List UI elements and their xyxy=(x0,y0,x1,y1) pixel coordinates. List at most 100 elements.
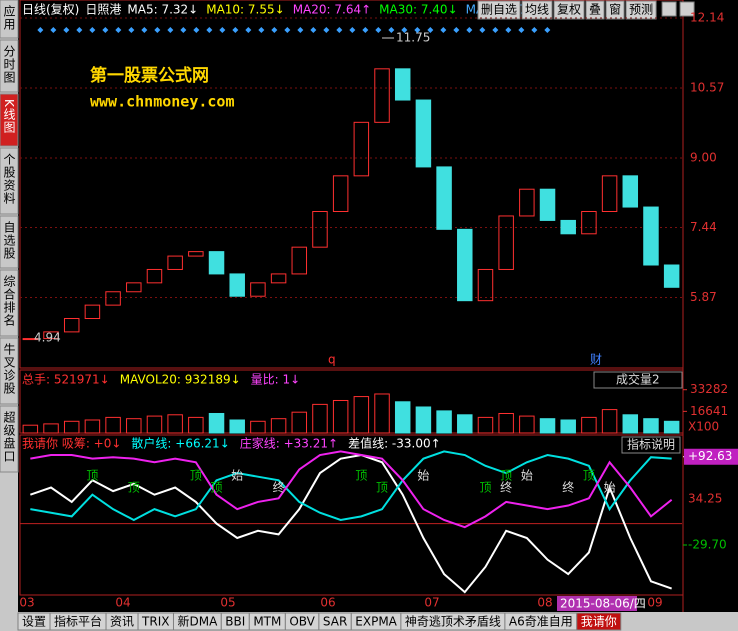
header-button-bg[interactable] xyxy=(585,0,605,20)
tab-label[interactable]: SAR xyxy=(323,615,347,629)
candle xyxy=(477,268,494,302)
selector[interactable]: 成交量2 xyxy=(616,372,660,387)
tab-label[interactable]: TRIX xyxy=(141,615,169,629)
x-tick-label: 08 xyxy=(537,596,552,610)
volume-bar xyxy=(167,414,183,434)
tab-label[interactable]: OBV xyxy=(289,615,315,629)
header-button[interactable]: 删自选 xyxy=(481,3,517,17)
indicator-legend: 差值线: -33.00↑ xyxy=(348,436,441,451)
volume-bar xyxy=(353,396,370,434)
side-tab[interactable] xyxy=(0,405,19,473)
volume-bar xyxy=(560,419,576,434)
volume-bar xyxy=(22,424,39,434)
selector-bg[interactable] xyxy=(593,371,683,389)
candle xyxy=(498,215,514,270)
side-tab[interactable] xyxy=(0,269,19,337)
tab-label[interactable]: 新DMA xyxy=(177,614,218,629)
tab-label[interactable]: 设置 xyxy=(22,615,46,629)
signal-diamond xyxy=(180,27,187,33)
header-button[interactable]: 窗 xyxy=(609,3,621,17)
header-button[interactable]: 复权 xyxy=(557,3,581,17)
volume-bar xyxy=(643,418,659,434)
signal-diamond xyxy=(336,27,343,33)
volume-bar xyxy=(63,420,80,434)
side-tab[interactable] xyxy=(0,215,19,269)
candle xyxy=(270,273,287,284)
tab-label[interactable]: 我请你 xyxy=(581,615,617,629)
x-tick-label: 03 xyxy=(19,596,34,610)
candle xyxy=(188,251,204,257)
side-tab-label: 应用 xyxy=(2,4,16,31)
volume-bar xyxy=(126,418,142,434)
tab-label[interactable]: A6奇准自用 xyxy=(509,615,573,629)
signal-diamond xyxy=(440,27,447,33)
header-button[interactable]: 均线 xyxy=(525,3,549,17)
header-button-bg[interactable] xyxy=(625,0,657,20)
x-tick-label: 05 xyxy=(220,596,235,610)
volume-bar xyxy=(188,416,204,434)
volume-bar xyxy=(229,419,245,434)
side-tab[interactable] xyxy=(0,337,19,405)
tab-label[interactable]: MTM xyxy=(253,615,281,629)
price-tick-label: 9.00 xyxy=(690,151,717,165)
x-tick-label: 07 xyxy=(424,596,439,610)
signal-diamond xyxy=(466,27,473,33)
signal-label: 终 xyxy=(500,480,512,495)
side-tab[interactable] xyxy=(0,0,19,39)
signal-diamond xyxy=(544,27,551,33)
signal-diamond xyxy=(50,27,57,33)
indicator-button[interactable]: 指标说明 xyxy=(627,437,675,452)
date-label: 2015-08-06/四 xyxy=(560,597,646,611)
signal-diamond xyxy=(37,27,44,33)
candle xyxy=(394,68,411,101)
candle xyxy=(105,291,121,306)
candle xyxy=(208,251,225,275)
tab[interactable] xyxy=(576,612,622,631)
signal-diamond xyxy=(219,27,226,33)
tab-label[interactable]: 资讯 xyxy=(110,615,134,629)
side-tab[interactable] xyxy=(0,39,19,93)
signal-label: 始 xyxy=(417,469,429,483)
volume-legend: 量比: 1↓ xyxy=(251,373,301,387)
signal-diamond xyxy=(115,27,122,33)
volume-bar xyxy=(415,406,432,434)
x-tick-label: 04 xyxy=(115,596,130,610)
signal-diamond xyxy=(388,27,395,33)
tab-label[interactable]: BBI xyxy=(225,615,245,629)
volume-bar xyxy=(146,415,163,434)
signal-diamond xyxy=(375,27,382,33)
signal-label: 顶 xyxy=(86,469,98,483)
header-button[interactable]: 预测 xyxy=(629,3,653,17)
tab-label[interactable]: 神奇逃顶术矛盾线 xyxy=(405,615,501,629)
header-button[interactable]: 叠 xyxy=(589,3,601,17)
signal-diamond xyxy=(167,27,174,33)
header-button-bg[interactable] xyxy=(477,0,521,20)
candle xyxy=(457,228,473,302)
signal-diamond xyxy=(154,27,161,33)
signal-diamond xyxy=(128,27,135,33)
signal-diamond xyxy=(141,27,148,33)
header-button-bg[interactable] xyxy=(605,0,625,20)
volume-bar xyxy=(581,416,597,434)
volume-bar xyxy=(84,419,101,434)
x-tick-label: 09 xyxy=(647,596,662,610)
high-label: 11.75 xyxy=(396,31,430,45)
signal-diamond xyxy=(245,27,252,33)
candle xyxy=(560,219,576,235)
tab-label[interactable]: EXPMA xyxy=(355,615,397,629)
volume-bar xyxy=(250,420,266,434)
x-tick-label: 06 xyxy=(320,596,335,610)
button-bg[interactable] xyxy=(621,436,681,454)
header-button-bg[interactable] xyxy=(521,0,553,20)
marker: 财 xyxy=(590,353,602,367)
side-tab[interactable] xyxy=(0,147,19,215)
volume-bar xyxy=(663,420,680,434)
side-tab[interactable] xyxy=(0,93,19,147)
candle xyxy=(250,282,266,297)
volume-bar xyxy=(601,409,618,434)
side-tab-label: 综合排名 xyxy=(2,275,16,327)
price-tick-label: 5.87 xyxy=(690,290,717,304)
tab-label[interactable]: 指标平台 xyxy=(54,614,102,629)
header-button-bg[interactable] xyxy=(553,0,585,20)
volume-bar xyxy=(208,412,225,434)
